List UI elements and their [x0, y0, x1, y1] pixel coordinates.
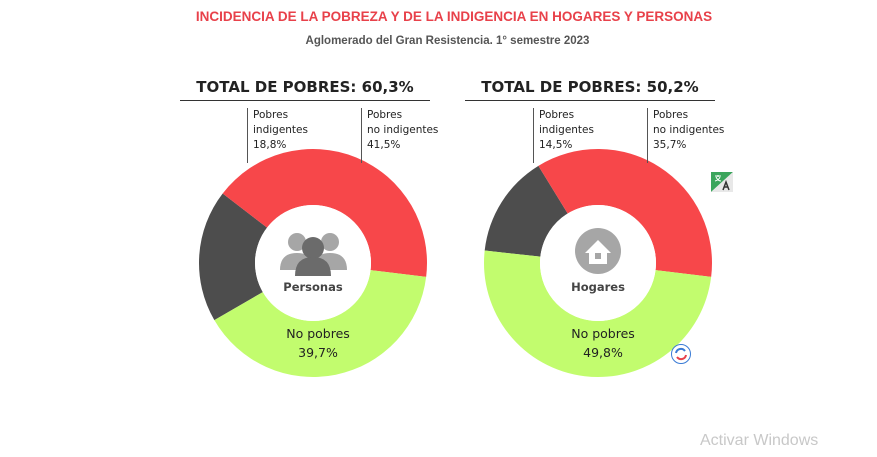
center-label-personas: Personas — [283, 280, 343, 294]
label-no-indigentes-personas: Pobres no indigentes 41,5% — [361, 108, 438, 163]
value-label: 18,8% — [253, 139, 287, 151]
donut-slice-pobres-indigentes — [199, 193, 268, 321]
label-no-indigentes-hogares: Pobres no indigentes 35,7% — [647, 108, 724, 163]
label-line: Pobres — [653, 109, 689, 121]
center-label-hogares: Hogares — [571, 280, 625, 294]
value-label: 41,5% — [367, 139, 401, 151]
house-icon — [575, 228, 621, 274]
total-pobres-personas: TOTAL DE POBRES: 60,3% — [180, 78, 430, 101]
value-label: 35,7% — [653, 139, 687, 151]
donut-personas — [199, 148, 428, 378]
donut-slice-pobres-indigentes — [484, 165, 568, 257]
label-line: indigentes — [253, 124, 308, 136]
chart-subtitle: Aglomerado del Gran Resistencia. 1° seme… — [305, 35, 590, 47]
label-no-pobres-personas: No pobres — [286, 326, 350, 341]
label-line: Pobres — [253, 109, 289, 121]
translate-icon[interactable] — [711, 172, 733, 192]
label-indigentes-hogares: Pobres indigentes 14,5% — [533, 108, 594, 163]
label-line: no indigentes — [653, 124, 725, 136]
value-label: 14,5% — [539, 139, 573, 151]
refresh-icon[interactable] — [671, 344, 691, 364]
label-line: Pobres — [539, 109, 575, 121]
windows-activation-watermark: Activar Windows — [700, 432, 819, 449]
label-line: no indigentes — [367, 124, 439, 136]
donut-slice-pobres-no-indigentes — [538, 149, 712, 277]
people-icon — [280, 233, 347, 276]
total-pobres-hogares: TOTAL DE POBRES: 50,2% — [465, 78, 715, 101]
label-no-pobres-hogares: No pobres — [571, 326, 635, 341]
label-indigentes-personas: Pobres indigentes 18,8% — [247, 108, 308, 163]
label-line: Pobres — [367, 109, 403, 121]
donut-slice-pobres-no-indigentes — [222, 148, 428, 277]
chart-title: INCIDENCIA DE LA POBREZA Y DE LA INDIGEN… — [195, 9, 713, 24]
donut-slice-no-pobres — [214, 270, 427, 378]
value-no-pobres-hogares: 49,8% — [583, 345, 623, 360]
donut-slice-no-pobres — [483, 250, 712, 378]
value-no-pobres-personas: 39,7% — [298, 345, 338, 360]
label-line: indigentes — [539, 124, 594, 136]
